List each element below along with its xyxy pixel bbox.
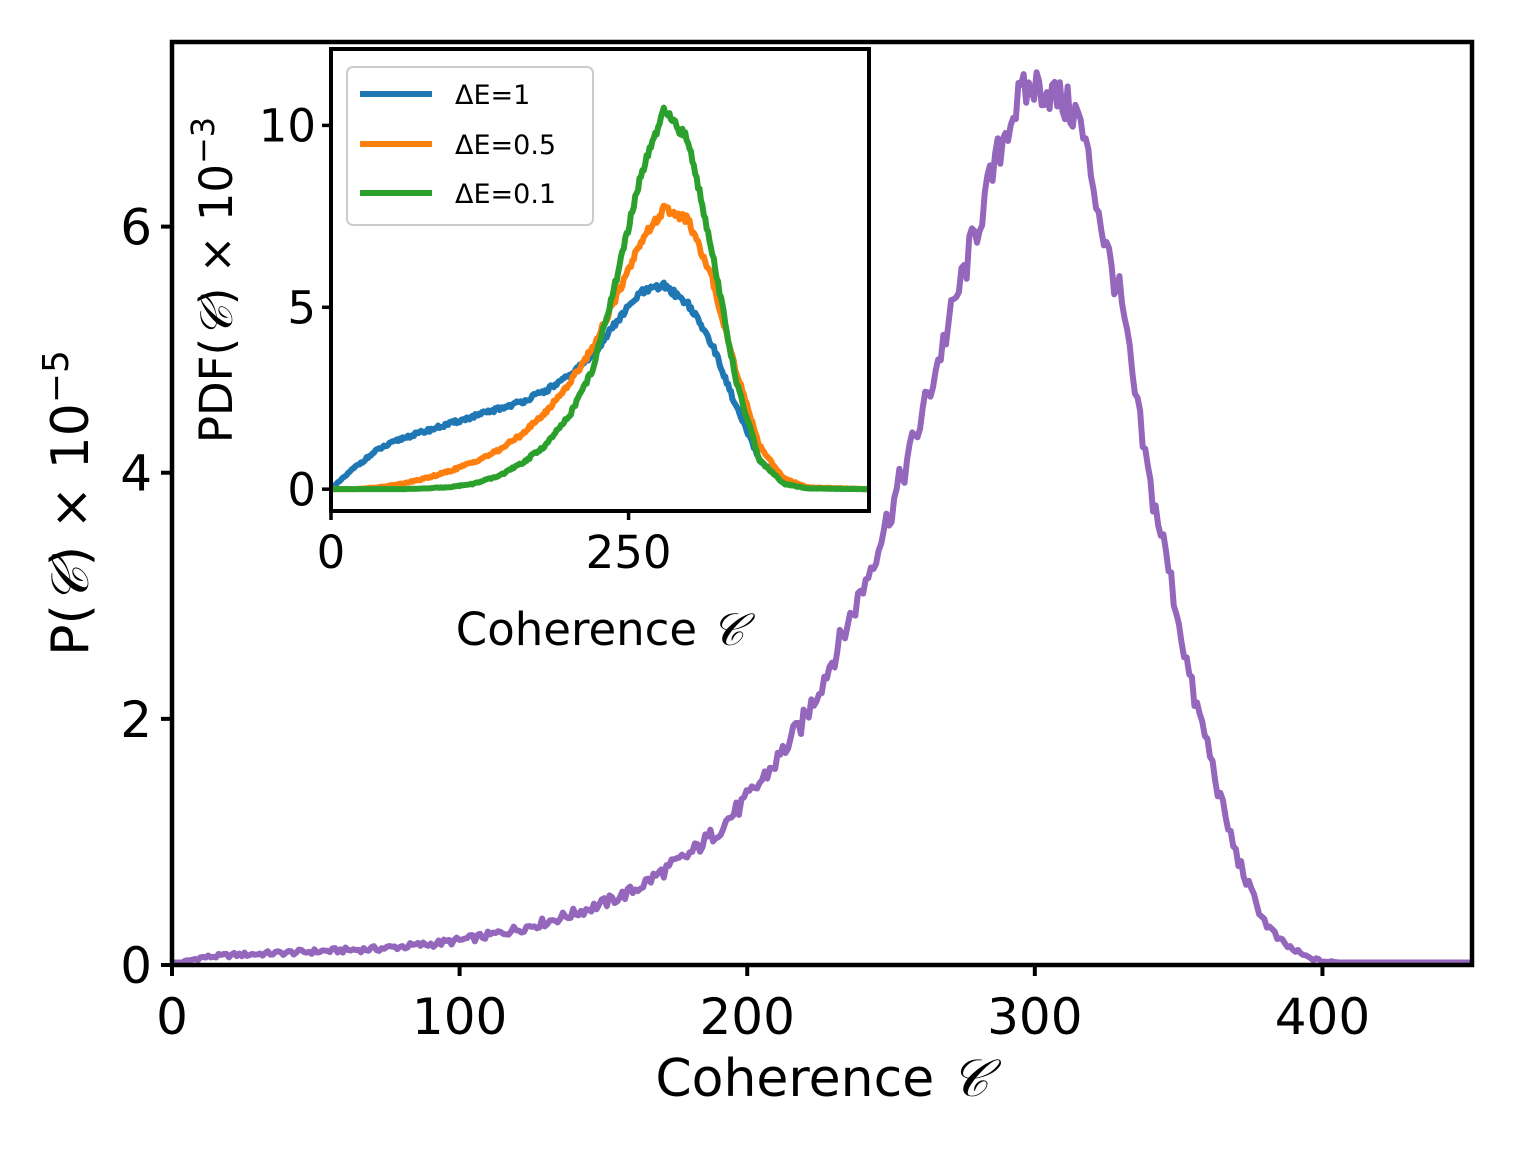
inset-plot-frame bbox=[329, 47, 871, 513]
inset-x-axis-label: Coherence 𝒞 bbox=[456, 603, 756, 656]
inset-y-axis-label: PDF(𝒞) × 10−3 bbox=[184, 117, 243, 443]
inset-plot: 0 250 0 5 10 Coherence 𝒞 PDF(𝒞) × 10−3 ΔE=1… bbox=[184, 47, 871, 656]
main-x-tick-label: 0 bbox=[156, 988, 188, 1046]
legend-label-de05: ΔE=0.5 bbox=[455, 130, 556, 161]
legend-box bbox=[346, 66, 594, 226]
main-x-tick-label: 300 bbox=[987, 988, 1082, 1046]
inset-y-tick-label: 0 bbox=[287, 463, 316, 516]
main-series-line-0 bbox=[171, 69, 1472, 966]
main-y-tick-label: 0 bbox=[120, 937, 152, 995]
main-x-ticks: 0 100 200 300 400 bbox=[156, 965, 1370, 1046]
main-series-group bbox=[171, 69, 1472, 966]
main-y-ticks: 0 2 4 6 bbox=[120, 199, 172, 995]
main-x-tick-label: 200 bbox=[700, 988, 795, 1046]
legend-label-de01: ΔE=0.1 bbox=[455, 179, 556, 210]
inset-x-ticks: 0 250 bbox=[317, 511, 672, 579]
inset-series-line-2 bbox=[329, 104, 870, 493]
main-x-axis-label: Coherence 𝒞 bbox=[655, 1049, 1001, 1109]
main-plot-frame bbox=[169, 39, 1475, 968]
main-x-tick-label: 400 bbox=[1275, 988, 1370, 1046]
main-y-tick-label: 6 bbox=[120, 199, 152, 257]
inset-y-tick-label: 10 bbox=[259, 100, 316, 153]
legend-label-de1: ΔE=1 bbox=[455, 80, 530, 111]
main-y-tick-label: 2 bbox=[120, 691, 152, 749]
inset-legend: ΔE=1 ΔE=0.5 ΔE=0.1 bbox=[346, 66, 594, 226]
inset-x-tick-label: 250 bbox=[586, 526, 672, 579]
inset-x-tick-label: 0 bbox=[317, 526, 346, 579]
inset-y-ticks: 0 5 10 bbox=[259, 100, 331, 516]
inset-series-group bbox=[329, 104, 870, 493]
main-y-axis-label: P(𝒞) × 10−5 bbox=[36, 350, 101, 656]
main-y-tick-label: 4 bbox=[120, 445, 152, 503]
inset-y-tick-label: 5 bbox=[287, 281, 316, 334]
main-x-tick-label: 100 bbox=[412, 988, 507, 1046]
